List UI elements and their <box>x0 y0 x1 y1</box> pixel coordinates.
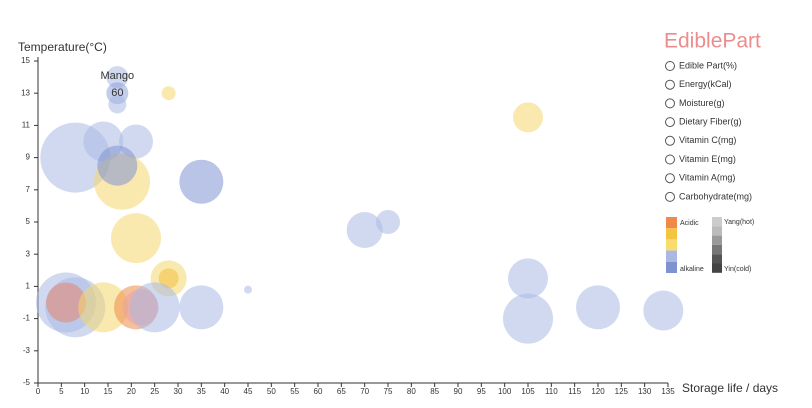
legend-radio[interactable] <box>665 79 675 90</box>
x-tick-label: 15 <box>104 387 113 396</box>
bubble <box>78 282 129 333</box>
x-tick-label: 35 <box>197 387 206 396</box>
x-tick-label: 80 <box>407 387 416 396</box>
x-tick-label: 45 <box>244 387 253 396</box>
visual-map-label: Yin(cold) <box>724 266 751 273</box>
bubble <box>97 145 138 186</box>
y-tick-label: -5 <box>23 378 31 387</box>
y-tick-label: 1 <box>26 282 31 291</box>
legend-radio[interactable] <box>665 191 675 202</box>
visual-map-swatch <box>712 263 722 273</box>
bubble <box>346 212 383 249</box>
visual-map-swatch <box>712 235 722 245</box>
y-tick-label: 3 <box>26 249 31 258</box>
x-tick-label: 0 <box>36 387 41 396</box>
x-tick-label: 125 <box>615 387 629 396</box>
legend-label: Vitamin C(mg) <box>679 135 736 145</box>
bubble <box>158 268 179 289</box>
chart-title: EdiblePart <box>664 30 761 53</box>
y-tick-label: 13 <box>21 88 30 97</box>
x-tick-label: 135 <box>661 387 675 396</box>
x-tick-label: 105 <box>521 387 535 396</box>
x-tick-label: 85 <box>430 387 439 396</box>
visual-map-label: Acidic <box>680 220 699 227</box>
tooltip-name: Mango <box>101 70 135 82</box>
visual-map-swatch <box>712 244 722 255</box>
y-tick-label: 5 <box>26 217 31 226</box>
x-tick-label: 30 <box>174 387 183 396</box>
legend-radio[interactable] <box>665 98 675 109</box>
x-tick-label: 55 <box>290 387 299 396</box>
legend-label: Vitamin E(mg) <box>679 154 736 164</box>
x-tick-label: 60 <box>314 387 323 396</box>
y-tick-label: -3 <box>23 346 31 355</box>
bubble <box>108 95 127 114</box>
bubble <box>508 258 548 299</box>
legend-label: Vitamin A(mg) <box>679 173 735 183</box>
bubble <box>106 66 129 89</box>
visual-map-swatch <box>712 217 722 227</box>
x-tick-label: 40 <box>220 387 229 396</box>
bubble <box>576 285 620 330</box>
legend-radio[interactable] <box>665 154 675 165</box>
legend-label: Moisture(g) <box>679 98 725 108</box>
x-tick-label: 5 <box>59 387 64 396</box>
y-axis-label: Temperature(°C) <box>18 40 107 54</box>
bubble <box>40 122 111 193</box>
legend-label: Dietary Fiber(g) <box>679 116 742 126</box>
x-tick-label: 65 <box>337 387 346 396</box>
legend-radio[interactable] <box>665 173 675 184</box>
bubble <box>643 290 684 331</box>
legend-radio[interactable] <box>665 61 675 71</box>
bubble <box>376 210 400 234</box>
x-tick-label: 70 <box>360 387 369 396</box>
x-tick-label: 115 <box>568 387 581 396</box>
visual-map-label: alkaline <box>680 266 704 273</box>
bubble <box>179 159 224 204</box>
y-tick-label: -1 <box>23 314 31 323</box>
bubble <box>46 282 86 323</box>
visual-map-swatch <box>666 217 677 229</box>
x-axis-label: Storage life / days <box>682 381 778 395</box>
x-tick-label: 120 <box>591 387 605 396</box>
visual-map-swatch <box>666 228 677 240</box>
visual-map-swatch <box>666 261 677 273</box>
x-tick-label: 50 <box>267 387 276 396</box>
bubble <box>111 213 161 264</box>
visual-map-swatch <box>712 254 722 264</box>
legend-label: Carbohydrate(mg) <box>679 191 752 201</box>
x-tick-label: 95 <box>477 387 486 396</box>
x-tick-label: 110 <box>545 387 558 396</box>
bubble <box>161 86 176 101</box>
visual-map-swatch <box>666 239 677 251</box>
bubble <box>503 293 553 344</box>
bubble <box>244 285 252 294</box>
x-tick-label: 20 <box>127 387 136 396</box>
legend-radio[interactable] <box>665 117 675 128</box>
visual-map-swatch <box>666 250 677 262</box>
x-tick-label: 75 <box>384 387 393 396</box>
legend-radio[interactable] <box>665 135 675 146</box>
bubble <box>513 102 543 133</box>
bubble <box>179 285 224 330</box>
x-tick-label: 90 <box>454 387 463 396</box>
visual-map-label: Yang(hot) <box>724 219 754 226</box>
bubble <box>129 282 180 333</box>
legend-label: Energy(kCal) <box>679 79 732 89</box>
visual-map-swatch <box>712 226 722 236</box>
x-tick-label: 25 <box>150 387 159 396</box>
legend-label: Edible Part(%) <box>679 60 737 70</box>
y-tick-label: 7 <box>26 185 31 194</box>
y-tick-label: 11 <box>22 121 31 130</box>
x-tick-label: 100 <box>498 387 512 396</box>
y-tick-label: 15 <box>21 56 30 65</box>
x-tick-label: 10 <box>80 387 89 396</box>
y-tick-label: 9 <box>26 153 31 162</box>
tooltip-value: 60 <box>111 87 123 99</box>
x-tick-label: 130 <box>638 387 652 396</box>
